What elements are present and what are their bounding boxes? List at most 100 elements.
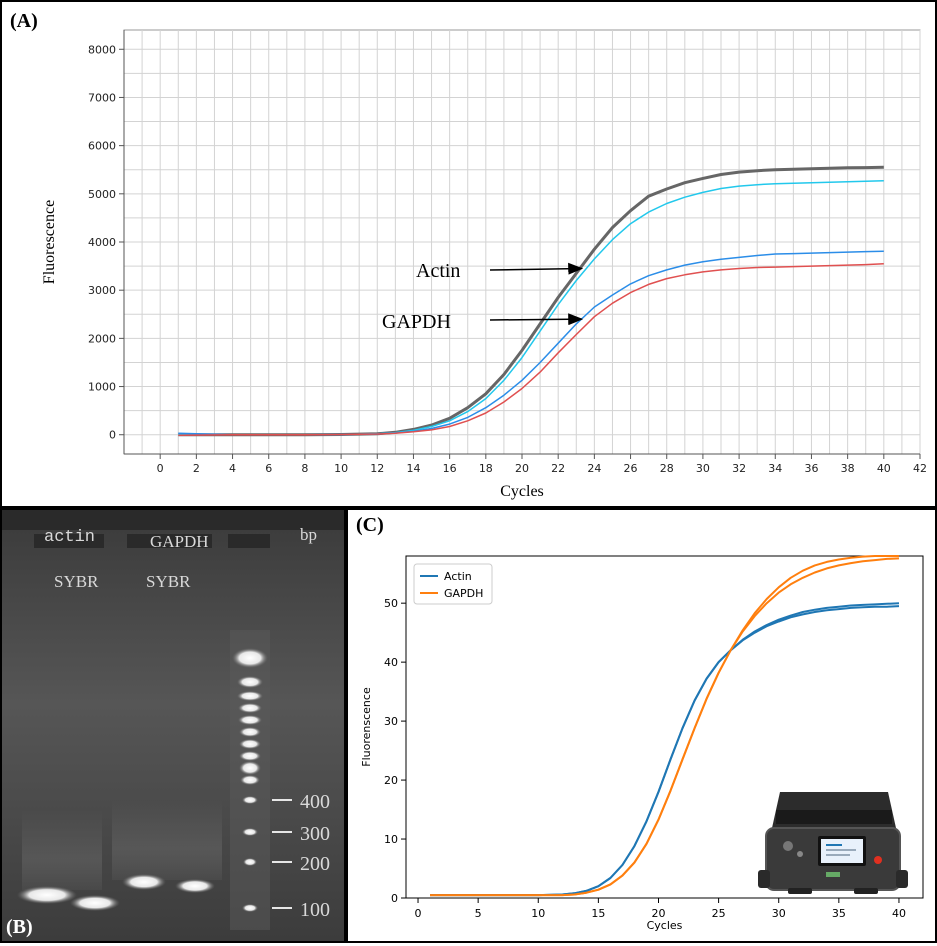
x-tick-label: 20 <box>515 462 529 475</box>
qpcr-device-image <box>758 792 908 894</box>
x-tick-label: 20 <box>651 907 665 920</box>
ladder-band <box>242 904 258 912</box>
x-tick-label: 10 <box>334 462 348 475</box>
band-actin-1 <box>17 886 77 904</box>
panel-a: (A) 0 2 4 6 8 10 12 14 16 18 20 22 24 26 28 30 32 34 36 38 4… <box>0 0 937 508</box>
y-tick-label: 0 <box>109 429 116 442</box>
ladder-band <box>239 727 261 737</box>
ladder-band <box>239 751 261 761</box>
y-tick-label: 30 <box>384 715 398 728</box>
ladder-band <box>243 858 257 866</box>
x-tick-label: 24 <box>587 462 601 475</box>
ladder-label-400: 400 <box>300 791 330 813</box>
x-tick-label: 22 <box>551 462 565 475</box>
x-tick-label: 34 <box>768 462 782 475</box>
gel-label-actin: actin <box>44 528 95 547</box>
y-tick-label: 1000 <box>88 381 116 394</box>
ladder-bands <box>232 648 268 912</box>
gel-label-gapdh: GAPDH <box>150 532 209 551</box>
x-tick-label: 15 <box>591 907 605 920</box>
ladder-band <box>242 828 258 836</box>
band-actin-2 <box>70 895 120 911</box>
x-tick-label: 40 <box>892 907 906 920</box>
chart-c-plot-frame <box>405 555 924 899</box>
y-tick-label: 5000 <box>88 188 116 201</box>
ladder-label-300: 300 <box>300 823 330 845</box>
ladder-band <box>238 703 262 713</box>
y-tick-label: 0 <box>391 892 398 905</box>
lane-smear-2 <box>112 800 222 880</box>
gel-top-shadow <box>2 510 344 530</box>
y-tick-label: 8000 <box>88 43 116 56</box>
y-tick-label: 2000 <box>88 332 116 345</box>
y-tick-label: 3000 <box>88 284 116 297</box>
ladder-band <box>239 761 261 775</box>
panel-b-gel-image: actin GAPDH SYBR SYBR bp 400 300 200 100… <box>0 508 346 943</box>
annotation-actin-label: Actin <box>416 260 460 282</box>
x-tick-label: 25 <box>712 907 726 920</box>
x-tick-label: 10 <box>531 907 545 920</box>
x-tick-label: 5 <box>475 907 482 920</box>
ladder-label-100: 100 <box>300 899 330 921</box>
gel-label-sybr-1: SYBR <box>54 572 99 591</box>
x-tick-label: 12 <box>370 462 384 475</box>
x-tick-label: 35 <box>832 907 846 920</box>
ladder-band <box>242 796 258 804</box>
ladder-band <box>240 775 260 785</box>
y-tick-label: 10 <box>384 833 398 846</box>
band-gapdh-2 <box>175 879 215 893</box>
x-tick-label: 16 <box>443 462 457 475</box>
annotation-gapdh-label: GAPDH <box>382 311 451 333</box>
ladder-band <box>237 676 263 688</box>
y-tick-label: 40 <box>384 656 398 669</box>
x-tick-label: 32 <box>732 462 746 475</box>
device-power-button <box>874 856 882 864</box>
lane-smear-1 <box>22 810 102 890</box>
panel-c: (C) 0 5 10 15 20 25 30 35 40 0 10 20 30 40 50 Cycles Flu… <box>346 508 937 943</box>
y-axis-label: Fluorenscence <box>360 687 373 767</box>
annotation-actin-arrow <box>489 262 584 275</box>
panel-b-label: (B) <box>6 916 33 938</box>
series-line-3 <box>430 605 900 897</box>
x-axis-label: Cycles <box>500 483 544 500</box>
qpcr-chart-a: 0 2 4 6 8 10 12 14 16 18 20 22 24 26 28 30 32 34 36 38 40 420… <box>41 29 927 500</box>
gel-electrophoresis-image: actin GAPDH SYBR SYBR bp 400 300 200 100 <box>2 510 344 941</box>
gel-label-bp: bp <box>300 525 317 544</box>
legend-label: Actin <box>444 570 472 583</box>
band-gapdh-1 <box>122 874 166 890</box>
annotation-gapdh-arrow <box>489 313 584 326</box>
x-tick-label: 42 <box>913 462 927 475</box>
series-line-4 <box>178 262 884 436</box>
x-axis-label: Cycles <box>647 919 683 932</box>
panel-a-label: (A) <box>10 10 38 32</box>
well-2 <box>127 534 212 548</box>
ladder-band <box>237 691 263 701</box>
y-axis-label: Fluorescence <box>41 200 58 284</box>
y-tick-label: 4000 <box>88 236 116 249</box>
y-tick-label: 20 <box>384 774 398 787</box>
panel-c-label: (C) <box>356 514 384 536</box>
x-tick-label: 30 <box>696 462 710 475</box>
x-tick-label: 28 <box>660 462 674 475</box>
y-tick-label: 7000 <box>88 91 116 104</box>
well-1 <box>34 534 104 548</box>
gel-label-sybr-2: SYBR <box>146 572 191 591</box>
x-tick-label: 2 <box>193 462 200 475</box>
y-tick-label: 50 <box>384 597 398 610</box>
well-ladder <box>228 534 270 548</box>
ladder-label-200: 200 <box>300 853 330 875</box>
ladder-band <box>238 715 262 725</box>
x-tick-label: 36 <box>804 462 818 475</box>
qpcr-chart-c: 0 5 10 15 20 25 30 35 40 0 10 20 30 40 50 Cycles Fluoren… <box>360 555 924 932</box>
x-tick-label: 6 <box>265 462 272 475</box>
x-tick-label: 0 <box>157 462 164 475</box>
ladder-band <box>232 648 268 668</box>
y-tick-label: 6000 <box>88 140 116 153</box>
x-tick-label: 8 <box>301 462 308 475</box>
x-tick-label: 38 <box>841 462 855 475</box>
x-tick-label: 40 <box>877 462 891 475</box>
x-tick-label: 14 <box>406 462 420 475</box>
x-tick-label: 0 <box>415 907 422 920</box>
legend-label: GAPDH <box>444 587 483 600</box>
chart-c-layer: 0 5 10 15 20 25 30 35 40 0 10 20 30 40 50 Cycles Fluoren… <box>360 555 906 932</box>
